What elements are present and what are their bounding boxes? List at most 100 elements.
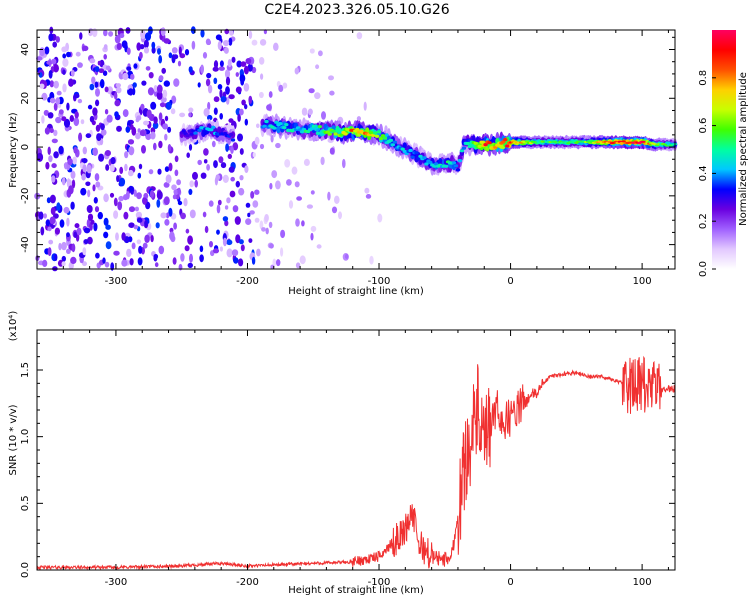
spectrogram-noise-cell — [237, 133, 243, 142]
spectrogram-x-tick-label: -100 — [368, 276, 391, 287]
spectrogram-noise-cell — [61, 116, 67, 122]
spectrogram-noise-cell — [173, 78, 180, 87]
spectrogram-noise-cell — [144, 234, 150, 243]
spectrogram-noise-cell — [38, 72, 43, 78]
spectrogram-noise-cell — [212, 248, 220, 254]
spectrogram-noise-cell — [222, 237, 227, 247]
spectrogram-noise-cell — [61, 255, 66, 262]
spectrogram-noise-cell — [53, 80, 59, 89]
spectrogram-ridge-cell — [181, 129, 186, 133]
spectrogram-noise-cell — [80, 187, 87, 196]
spectrogram-noise-cell — [73, 117, 80, 127]
spectrogram-noise-cell — [189, 180, 194, 188]
spectrogram-noise-cell — [115, 86, 122, 94]
spectrogram-noise-cell — [238, 258, 244, 267]
spectrogram-noise-cell — [192, 171, 198, 180]
spectrogram-noise-cell — [123, 211, 129, 220]
spectrogram-noise-cell — [36, 56, 43, 61]
spectrogram-noise-cell — [356, 116, 361, 122]
spectrogram-noise-cell — [344, 254, 349, 259]
spectrogram-y-tick-label: 0 — [20, 144, 31, 150]
spectrogram-noise-cell — [162, 123, 169, 130]
spectrogram-noise-cell — [234, 216, 241, 225]
spectrogram-noise-cell — [223, 40, 230, 47]
spectrogram-noise-cell — [288, 200, 294, 209]
spectrogram-ridge-cell — [418, 154, 423, 158]
spectrogram-noise-cell — [121, 40, 128, 49]
spectrogram-noise-cell — [70, 256, 77, 264]
spectrogram-noise-cell — [100, 123, 105, 131]
spectrogram-noise-cell — [226, 248, 233, 258]
spectrogram-noise-cell — [174, 155, 179, 163]
spectrogram-noise-cell — [71, 179, 76, 189]
spectrogram-noise-cell — [141, 80, 147, 86]
spectrogram-noise-cell — [59, 219, 65, 228]
spectrogram-noise-cell — [172, 54, 179, 60]
spectrogram-noise-cell — [94, 173, 100, 182]
spectrogram-ridge-cell — [327, 132, 332, 136]
spectrogram-noise-cell — [318, 50, 323, 57]
spectrogram-noise-cell — [138, 163, 143, 170]
spectrogram-noise-cell — [141, 145, 146, 154]
spectrogram-ridge-cell — [331, 129, 336, 133]
spectrogram-noise-cell — [223, 47, 229, 54]
spectrogram-noise-cell — [70, 201, 75, 210]
spectrogram-noise-cell — [126, 248, 132, 258]
spectrogram-noise-cell — [75, 51, 81, 57]
spectrogram-noise-cell — [116, 42, 122, 51]
spectrogram-noise-cell — [269, 182, 273, 190]
spectrogram-noise-cell — [134, 206, 139, 212]
spectrogram-noise-cell — [225, 86, 230, 95]
spectrogram-noise-cell — [86, 205, 93, 213]
spectrogram-noise-cell — [167, 126, 172, 133]
snr-y-ticks: 0.0 0.5 1.0 1.5 — [20, 342, 675, 578]
spectrogram-ridge-cell — [641, 140, 646, 143]
spectrogram-noise-cell — [232, 142, 239, 151]
spectrogram-noise-cell — [205, 38, 211, 46]
snr-x-tick-label: -300 — [105, 577, 128, 588]
spectrogram-noise-cell — [69, 115, 75, 122]
spectrogram-noise-cell — [95, 88, 100, 97]
spectrogram-noise-cell — [202, 52, 208, 59]
spectrogram-noise-cell — [199, 245, 204, 253]
spectrogram-ridge-cell — [317, 125, 322, 129]
spectrogram-noise-cell — [165, 174, 172, 184]
spectrogram-noise-cell — [92, 107, 98, 116]
spectrogram-noise-cell — [56, 90, 62, 96]
spectrogram-noise-cell — [208, 200, 214, 207]
spectrogram-noise-cell — [180, 212, 187, 220]
spectrogram-noise-cell — [158, 75, 164, 81]
spectrogram-noise-cell — [97, 60, 101, 66]
spectrogram-noise-cell — [103, 193, 109, 203]
spectrogram-ridge-cell — [487, 141, 492, 145]
spectrogram-noise-cell — [130, 73, 135, 80]
spectrogram-noise-cell — [219, 113, 223, 120]
spectrogram-noise-cell — [212, 66, 219, 72]
spectrogram-noise-cell — [49, 80, 54, 88]
spectrogram-noise-cell — [100, 129, 107, 136]
spectrogram-noise-cell — [104, 261, 110, 268]
spectrogram-noise-cell — [229, 190, 236, 198]
spectrogram-noise-cell — [369, 255, 374, 265]
spectrogram-noise-cell — [89, 58, 96, 64]
figure-title: C2E4.2023.326.05.10.G26 — [264, 2, 449, 18]
spectrogram-noise-cell — [119, 33, 125, 39]
spectrogram-ridge-cell — [473, 141, 478, 145]
spectrogram-ridge-cell — [443, 164, 449, 168]
spectrogram-noise-cell — [239, 148, 244, 155]
spectrogram-noise-cell — [188, 143, 193, 151]
spectrogram-noise-cell — [95, 124, 101, 132]
spectrogram-noise-cell — [365, 194, 372, 199]
spectrogram-noise-cell — [176, 179, 182, 186]
spectrogram-noise-cell — [227, 153, 232, 159]
spectrogram-noise-cell — [80, 119, 85, 125]
spectrogram-noise-cell — [251, 39, 258, 46]
spectrogram-noise-cell — [173, 222, 178, 230]
spectrogram-ridge-cell — [414, 151, 419, 155]
spectrogram-noise-cell — [41, 92, 48, 101]
spectrogram-noise-cell — [87, 104, 93, 110]
colorbar-tick-label: 0.4 — [698, 165, 709, 181]
spectrogram-noise-cell — [216, 204, 221, 214]
spectrogram-noise-cell — [66, 51, 71, 58]
